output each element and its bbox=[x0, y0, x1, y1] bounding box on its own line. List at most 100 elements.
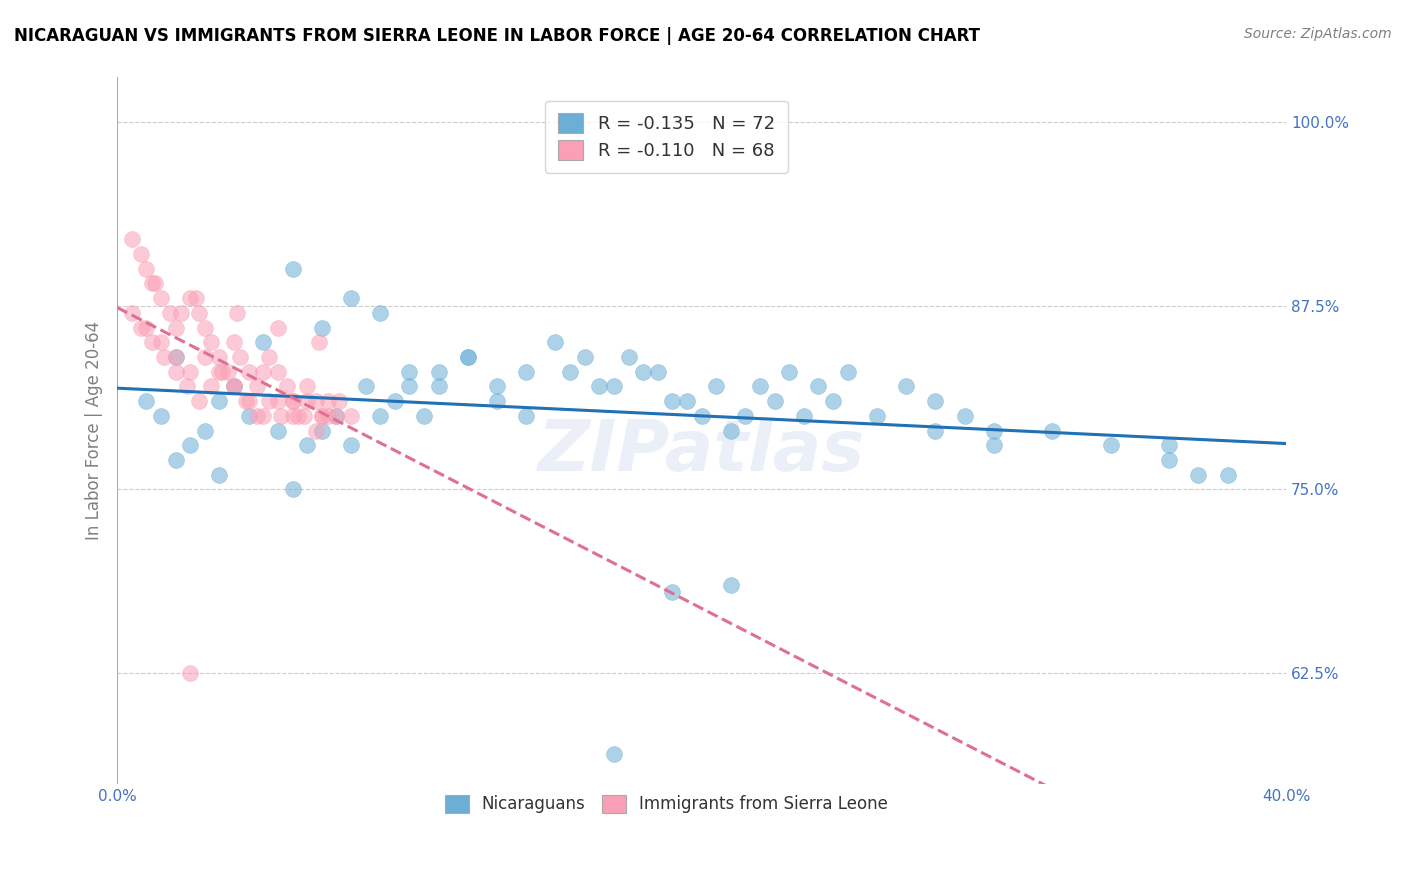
Point bbox=[325, 409, 347, 423]
Point bbox=[427, 365, 450, 379]
Point bbox=[1157, 453, 1180, 467]
Point bbox=[184, 291, 207, 305]
Point bbox=[837, 365, 859, 379]
Point bbox=[267, 424, 290, 438]
Point bbox=[165, 320, 187, 334]
Point bbox=[1216, 467, 1239, 482]
Point bbox=[257, 394, 280, 409]
Point bbox=[311, 409, 333, 423]
Point bbox=[427, 379, 450, 393]
Point bbox=[141, 277, 163, 291]
Point bbox=[316, 394, 339, 409]
Point bbox=[150, 291, 173, 305]
Point bbox=[222, 379, 245, 393]
Y-axis label: In Labor Force | Age 20-64: In Labor Force | Age 20-64 bbox=[86, 321, 103, 541]
Point bbox=[159, 306, 181, 320]
Point bbox=[170, 306, 193, 320]
Point bbox=[617, 350, 640, 364]
Point bbox=[121, 232, 143, 246]
Point bbox=[690, 409, 713, 423]
Point bbox=[287, 409, 309, 423]
Point bbox=[398, 379, 420, 393]
Point bbox=[246, 409, 269, 423]
Point bbox=[384, 394, 406, 409]
Point bbox=[953, 409, 976, 423]
Point bbox=[135, 394, 157, 409]
Point bbox=[603, 747, 626, 762]
Point bbox=[238, 394, 260, 409]
Point bbox=[276, 379, 298, 393]
Point bbox=[222, 379, 245, 393]
Point bbox=[150, 409, 173, 423]
Text: ZIPatlas: ZIPatlas bbox=[538, 417, 865, 486]
Point bbox=[246, 379, 269, 393]
Point bbox=[211, 365, 233, 379]
Point bbox=[983, 424, 1005, 438]
Point bbox=[368, 306, 391, 320]
Point bbox=[305, 424, 328, 438]
Point bbox=[267, 320, 290, 334]
Point bbox=[188, 306, 211, 320]
Point bbox=[179, 666, 201, 681]
Point bbox=[720, 578, 742, 592]
Point bbox=[222, 379, 245, 393]
Point bbox=[153, 350, 176, 364]
Point bbox=[661, 394, 683, 409]
Point bbox=[295, 438, 318, 452]
Point bbox=[631, 365, 654, 379]
Point bbox=[200, 335, 222, 350]
Point bbox=[457, 350, 479, 364]
Point bbox=[121, 306, 143, 320]
Point bbox=[676, 394, 699, 409]
Point bbox=[354, 379, 377, 393]
Point bbox=[983, 438, 1005, 452]
Point bbox=[165, 453, 187, 467]
Point bbox=[486, 394, 509, 409]
Point bbox=[924, 394, 946, 409]
Point bbox=[588, 379, 610, 393]
Point bbox=[823, 394, 845, 409]
Point bbox=[194, 350, 217, 364]
Point bbox=[894, 379, 917, 393]
Point bbox=[188, 394, 211, 409]
Point bbox=[778, 365, 800, 379]
Point bbox=[143, 277, 166, 291]
Point bbox=[229, 350, 252, 364]
Text: NICARAGUAN VS IMMIGRANTS FROM SIERRA LEONE IN LABOR FORCE | AGE 20-64 CORRELATIO: NICARAGUAN VS IMMIGRANTS FROM SIERRA LEO… bbox=[14, 27, 980, 45]
Point bbox=[179, 438, 201, 452]
Point bbox=[238, 409, 260, 423]
Point bbox=[763, 394, 786, 409]
Point bbox=[1099, 438, 1122, 452]
Point bbox=[457, 350, 479, 364]
Point bbox=[558, 365, 581, 379]
Point bbox=[281, 394, 304, 409]
Point bbox=[208, 365, 231, 379]
Point bbox=[704, 379, 727, 393]
Point bbox=[807, 379, 830, 393]
Legend: Nicaraguans, Immigrants from Sierra Leone: Nicaraguans, Immigrants from Sierra Leon… bbox=[433, 783, 900, 825]
Point bbox=[135, 320, 157, 334]
Point bbox=[368, 409, 391, 423]
Point bbox=[734, 409, 756, 423]
Point bbox=[208, 350, 231, 364]
Point bbox=[135, 261, 157, 276]
Point bbox=[150, 335, 173, 350]
Point bbox=[325, 409, 347, 423]
Point bbox=[308, 335, 330, 350]
Point bbox=[544, 335, 567, 350]
Point bbox=[257, 350, 280, 364]
Point bbox=[1040, 424, 1063, 438]
Point bbox=[793, 409, 815, 423]
Point bbox=[281, 261, 304, 276]
Point bbox=[515, 409, 537, 423]
Text: Source: ZipAtlas.com: Source: ZipAtlas.com bbox=[1244, 27, 1392, 41]
Point bbox=[129, 320, 152, 334]
Point bbox=[292, 409, 315, 423]
Point bbox=[398, 365, 420, 379]
Point bbox=[165, 350, 187, 364]
Point bbox=[866, 409, 889, 423]
Point bbox=[267, 394, 290, 409]
Point bbox=[222, 335, 245, 350]
Point bbox=[267, 365, 290, 379]
Point bbox=[311, 424, 333, 438]
